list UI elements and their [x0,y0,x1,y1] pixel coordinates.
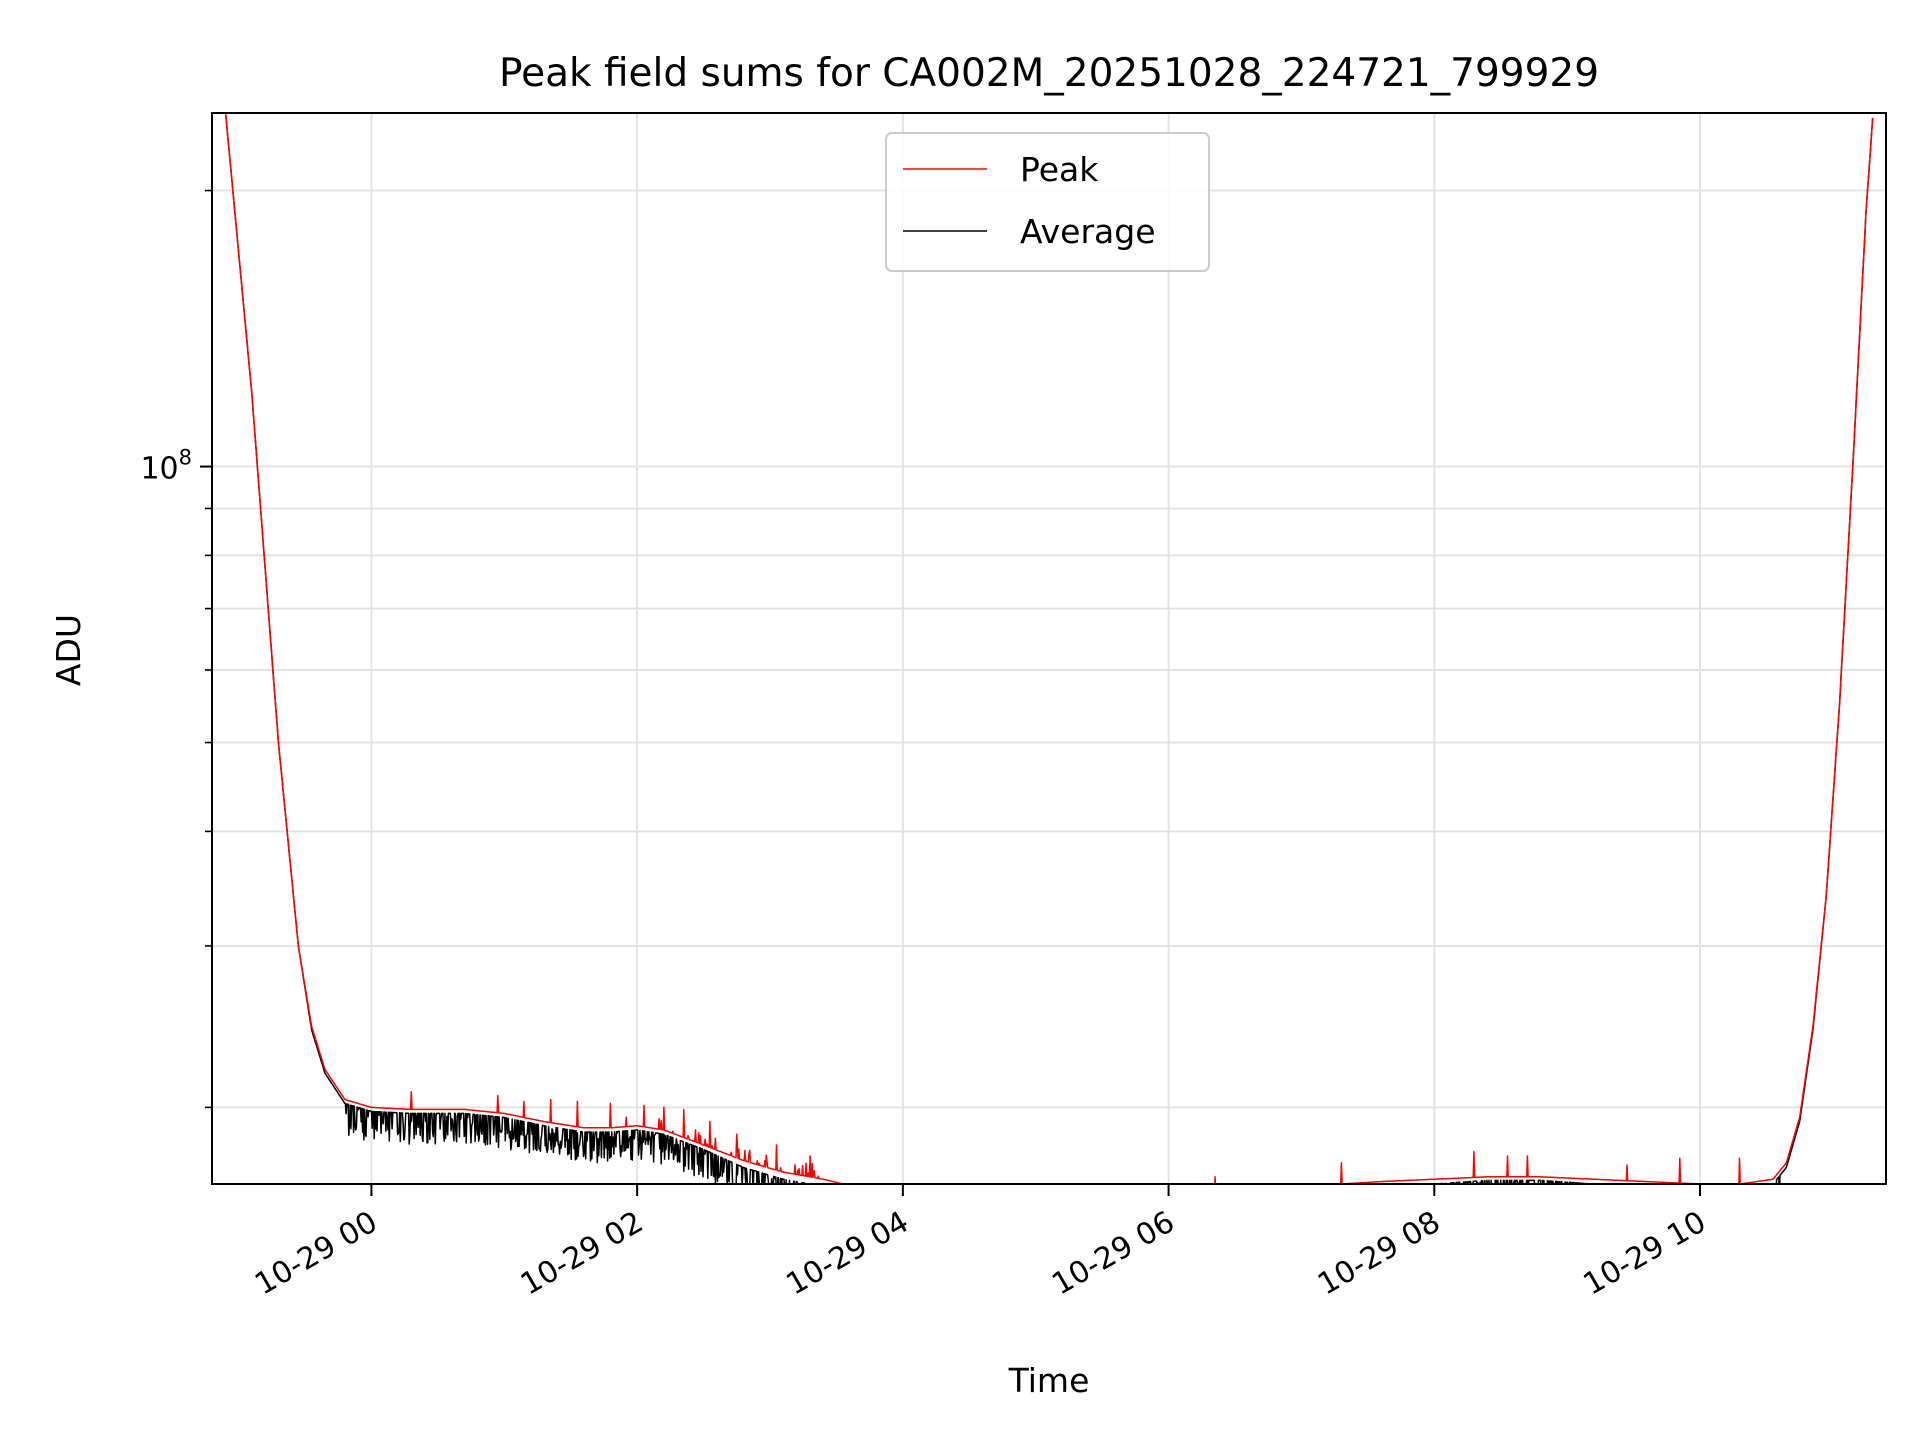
legend-peak-label: Peak [1020,150,1099,189]
y-tick-label: 108 [140,446,192,487]
average-series [224,113,1874,1184]
chart-title: Peak field sums for CA002M_20251028_2247… [499,51,1599,96]
peak-line [224,113,1874,1184]
legend: Peak Average [885,132,1210,272]
legend-box [885,132,1210,272]
legend-average-label: Average [1020,212,1156,251]
peak-series [224,113,1874,1184]
x-axis-label: Time [1008,1361,1090,1400]
plot-frame [211,112,1887,1185]
average-line [224,113,1874,1184]
y-axis-label: ADU [49,614,88,686]
